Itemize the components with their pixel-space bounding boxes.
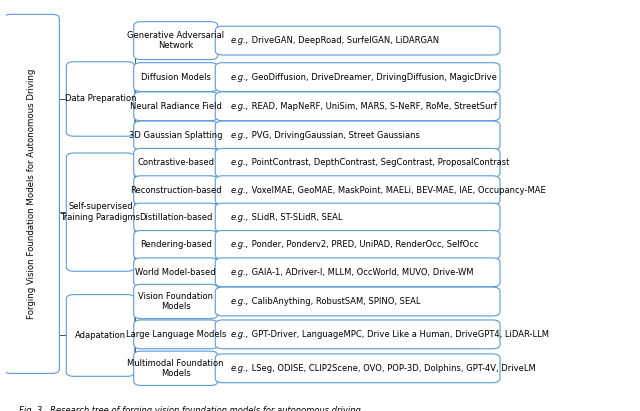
Text: Adapatation: Adapatation: [75, 331, 126, 340]
Text: Distillation-based: Distillation-based: [139, 213, 212, 222]
Text: e.g.,: e.g.,: [230, 186, 249, 195]
Text: GAIA-1, ADriver-I, MLLM, OccWorld, MUVO, Drive-WM: GAIA-1, ADriver-I, MLLM, OccWorld, MUVO,…: [249, 268, 474, 277]
Text: Neural Radiance Field: Neural Radiance Field: [130, 102, 221, 111]
Text: PointContrast, DepthContrast, SegContrast, ProposalContrast: PointContrast, DepthContrast, SegContras…: [249, 158, 509, 167]
FancyBboxPatch shape: [215, 121, 500, 150]
FancyBboxPatch shape: [67, 153, 134, 271]
FancyBboxPatch shape: [134, 121, 218, 150]
Text: e.g.,: e.g.,: [230, 268, 249, 277]
FancyBboxPatch shape: [134, 203, 218, 232]
Text: e.g.,: e.g.,: [230, 240, 249, 249]
Text: Vision Foundation
Models: Vision Foundation Models: [138, 292, 213, 311]
FancyBboxPatch shape: [134, 63, 218, 92]
Text: Multimodal Foundation
Models: Multimodal Foundation Models: [127, 358, 224, 378]
Text: Reconstruction-based: Reconstruction-based: [130, 186, 221, 195]
Text: 3D Gaussian Splatting: 3D Gaussian Splatting: [129, 131, 223, 140]
Text: e.g.,: e.g.,: [230, 102, 249, 111]
FancyBboxPatch shape: [134, 22, 218, 60]
Text: Ponder, Ponderv2, PRED, UniPAD, RenderOcc, SelfOcc: Ponder, Ponderv2, PRED, UniPAD, RenderOc…: [249, 240, 479, 249]
Text: Contrastive-based: Contrastive-based: [137, 158, 214, 167]
Text: Data Preparation: Data Preparation: [65, 95, 136, 104]
FancyBboxPatch shape: [215, 176, 500, 205]
Text: DriveGAN, DeepRoad, SurfelGAN, LiDARGAN: DriveGAN, DeepRoad, SurfelGAN, LiDARGAN: [249, 36, 439, 45]
Text: Rendering-based: Rendering-based: [140, 240, 212, 249]
Text: Generative Adversarial
Network: Generative Adversarial Network: [127, 31, 224, 50]
FancyBboxPatch shape: [67, 62, 134, 136]
Text: e.g.,: e.g.,: [230, 158, 249, 167]
FancyBboxPatch shape: [4, 14, 60, 374]
Text: CalibAnything, RobustSAM, SPINO, SEAL: CalibAnything, RobustSAM, SPINO, SEAL: [249, 297, 420, 306]
Text: e.g.,: e.g.,: [230, 36, 249, 45]
FancyBboxPatch shape: [134, 351, 218, 386]
Text: PVG, DrivingGaussian, Street Gaussians: PVG, DrivingGaussian, Street Gaussians: [249, 131, 420, 140]
FancyBboxPatch shape: [215, 320, 500, 349]
Text: Large Language Models: Large Language Models: [125, 330, 226, 339]
FancyBboxPatch shape: [215, 354, 500, 383]
FancyBboxPatch shape: [215, 148, 500, 177]
FancyBboxPatch shape: [134, 284, 218, 319]
FancyBboxPatch shape: [134, 258, 218, 287]
Text: Self-supervised
Training Paradigms: Self-supervised Training Paradigms: [61, 202, 141, 222]
FancyBboxPatch shape: [215, 63, 500, 92]
Text: SLidR, ST-SLidR, SEAL: SLidR, ST-SLidR, SEAL: [249, 213, 342, 222]
Text: GPT-Driver, LanguageMPC, Drive Like a Human, DriveGPT4, LiDAR-LLM: GPT-Driver, LanguageMPC, Drive Like a Hu…: [249, 330, 549, 339]
Text: Fig. 3.  Research tree of forging vision foundation models for autonomous drivin: Fig. 3. Research tree of forging vision …: [19, 406, 364, 411]
Text: e.g.,: e.g.,: [230, 213, 249, 222]
Text: e.g.,: e.g.,: [230, 364, 249, 373]
Text: READ, MapNeRF, UniSim, MARS, S-NeRF, RoMe, StreetSurf: READ, MapNeRF, UniSim, MARS, S-NeRF, RoM…: [249, 102, 497, 111]
FancyBboxPatch shape: [215, 203, 500, 232]
FancyBboxPatch shape: [134, 320, 218, 349]
FancyBboxPatch shape: [134, 231, 218, 259]
FancyBboxPatch shape: [134, 148, 218, 177]
Text: Forging Vision Foundation Models for Autonomous Driving: Forging Vision Foundation Models for Aut…: [27, 69, 36, 319]
FancyBboxPatch shape: [215, 287, 500, 316]
FancyBboxPatch shape: [215, 258, 500, 287]
Text: World Model-based: World Model-based: [136, 268, 216, 277]
FancyBboxPatch shape: [215, 231, 500, 259]
Text: e.g.,: e.g.,: [230, 330, 249, 339]
Text: LSeg, ODISE, CLIP2Scene, OVO, POP-3D, Dolphins, GPT-4V, DriveLM: LSeg, ODISE, CLIP2Scene, OVO, POP-3D, Do…: [249, 364, 536, 373]
FancyBboxPatch shape: [67, 295, 134, 376]
Text: e.g.,: e.g.,: [230, 73, 249, 82]
FancyBboxPatch shape: [215, 26, 500, 55]
Text: e.g.,: e.g.,: [230, 297, 249, 306]
FancyBboxPatch shape: [134, 92, 218, 121]
Text: Diffusion Models: Diffusion Models: [141, 73, 211, 82]
Text: GeoDiffusion, DriveDreamer, DrivingDiffusion, MagicDrive: GeoDiffusion, DriveDreamer, DrivingDiffu…: [249, 73, 497, 82]
Text: e.g.,: e.g.,: [230, 131, 249, 140]
FancyBboxPatch shape: [215, 92, 500, 121]
Text: VoxelMAE, GeoMAE, MaskPoint, MAELi, BEV-MAE, IAE, Occupancy-MAE: VoxelMAE, GeoMAE, MaskPoint, MAELi, BEV-…: [249, 186, 546, 195]
FancyBboxPatch shape: [134, 176, 218, 205]
